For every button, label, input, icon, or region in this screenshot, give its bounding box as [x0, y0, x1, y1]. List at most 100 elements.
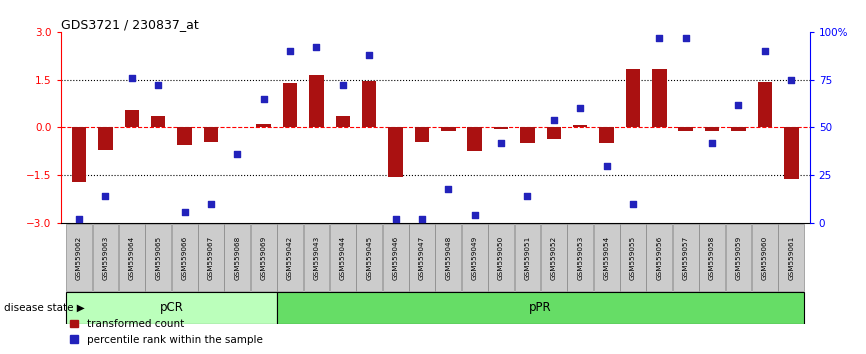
Text: GSM559055: GSM559055: [630, 235, 636, 280]
Text: GSM559064: GSM559064: [129, 235, 135, 280]
Point: [785, 77, 798, 82]
Point: [468, 212, 481, 218]
Bar: [520, 127, 534, 143]
Text: GSM559057: GSM559057: [682, 235, 688, 280]
Point: [283, 48, 297, 54]
Bar: [388, 127, 403, 177]
Text: GSM559053: GSM559053: [578, 235, 583, 280]
Bar: [567, 224, 593, 291]
Bar: [256, 124, 271, 127]
Bar: [98, 127, 113, 150]
Point: [442, 186, 456, 192]
Bar: [699, 224, 725, 291]
Bar: [277, 292, 805, 324]
Text: GSM559048: GSM559048: [445, 235, 451, 280]
Bar: [72, 127, 87, 182]
Bar: [468, 127, 482, 152]
Point: [125, 75, 139, 81]
Point: [652, 35, 666, 40]
Bar: [119, 224, 145, 291]
Text: disease state ▶: disease state ▶: [4, 303, 85, 313]
Bar: [436, 224, 462, 291]
Bar: [626, 69, 640, 127]
Point: [230, 152, 244, 157]
Point: [758, 48, 772, 54]
Text: GSM559058: GSM559058: [709, 235, 715, 280]
Bar: [514, 224, 540, 291]
Text: GSM559044: GSM559044: [339, 235, 346, 280]
Text: GDS3721 / 230837_at: GDS3721 / 230837_at: [61, 18, 198, 31]
Bar: [336, 116, 350, 127]
Bar: [204, 127, 218, 142]
Text: GSM559052: GSM559052: [551, 235, 557, 280]
Text: GSM559067: GSM559067: [208, 235, 214, 280]
Bar: [309, 75, 324, 127]
Point: [152, 82, 165, 88]
Bar: [66, 224, 92, 291]
Bar: [726, 224, 752, 291]
Text: GSM559069: GSM559069: [261, 235, 267, 280]
Bar: [673, 224, 699, 291]
Text: GSM559060: GSM559060: [762, 235, 768, 280]
Bar: [573, 125, 587, 127]
Point: [732, 102, 746, 107]
Point: [309, 44, 323, 50]
Point: [415, 216, 429, 222]
Point: [389, 216, 403, 222]
Bar: [145, 224, 171, 291]
Text: GSM559059: GSM559059: [735, 235, 741, 280]
Text: GSM559050: GSM559050: [498, 235, 504, 280]
Bar: [494, 127, 508, 129]
Bar: [125, 110, 139, 127]
Bar: [784, 127, 798, 179]
Text: GSM559065: GSM559065: [155, 235, 161, 280]
Bar: [277, 224, 303, 291]
Bar: [546, 127, 561, 139]
Bar: [620, 224, 646, 291]
Text: GSM559051: GSM559051: [525, 235, 531, 280]
Text: GSM559045: GSM559045: [366, 235, 372, 280]
Bar: [171, 224, 197, 291]
Bar: [93, 224, 119, 291]
Text: pPR: pPR: [529, 302, 552, 314]
Point: [520, 193, 534, 199]
Text: GSM559063: GSM559063: [102, 235, 108, 280]
Text: GSM559049: GSM559049: [472, 235, 478, 280]
Bar: [652, 69, 667, 127]
Point: [72, 216, 86, 222]
Bar: [66, 292, 277, 324]
Text: pCR: pCR: [159, 302, 184, 314]
Bar: [356, 224, 382, 291]
Point: [99, 193, 113, 199]
Bar: [151, 116, 165, 127]
Text: GSM559056: GSM559056: [656, 235, 662, 280]
Bar: [409, 224, 435, 291]
Bar: [441, 127, 456, 131]
Bar: [178, 127, 192, 145]
Text: GSM559066: GSM559066: [182, 235, 188, 280]
Bar: [198, 224, 224, 291]
Bar: [779, 224, 805, 291]
Legend: transformed count, percentile rank within the sample: transformed count, percentile rank withi…: [66, 315, 267, 349]
Text: GSM559047: GSM559047: [419, 235, 425, 280]
Bar: [383, 224, 409, 291]
Point: [362, 52, 376, 58]
Text: GSM559068: GSM559068: [235, 235, 241, 280]
Point: [705, 140, 719, 145]
Bar: [705, 127, 720, 131]
Text: GSM559062: GSM559062: [76, 235, 82, 280]
Bar: [646, 224, 672, 291]
Bar: [304, 224, 329, 291]
Bar: [462, 224, 488, 291]
Text: GSM559046: GSM559046: [392, 235, 398, 280]
Bar: [488, 224, 514, 291]
Bar: [758, 82, 772, 127]
Point: [494, 140, 508, 145]
Point: [626, 201, 640, 207]
Text: GSM559042: GSM559042: [288, 235, 293, 280]
Point: [679, 35, 693, 40]
Bar: [541, 224, 566, 291]
Text: GSM559043: GSM559043: [313, 235, 320, 280]
Point: [257, 96, 271, 102]
Bar: [599, 127, 614, 143]
